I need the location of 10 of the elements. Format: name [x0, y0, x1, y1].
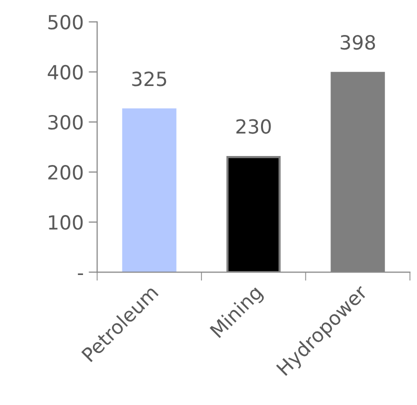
bar — [122, 108, 176, 272]
y-tick-label: 300 — [48, 114, 83, 130]
y-tick-label: 400 — [48, 64, 83, 80]
y-tick-label: 200 — [48, 165, 83, 180]
y-tick-label: 100 — [48, 215, 83, 230]
y-tick-label: - — [78, 273, 84, 275]
y-tick-label: 500 — [48, 14, 83, 30]
data-label: 325 — [132, 72, 166, 86]
data-label: 230 — [236, 119, 271, 134]
data-label: 398 — [340, 35, 376, 50]
